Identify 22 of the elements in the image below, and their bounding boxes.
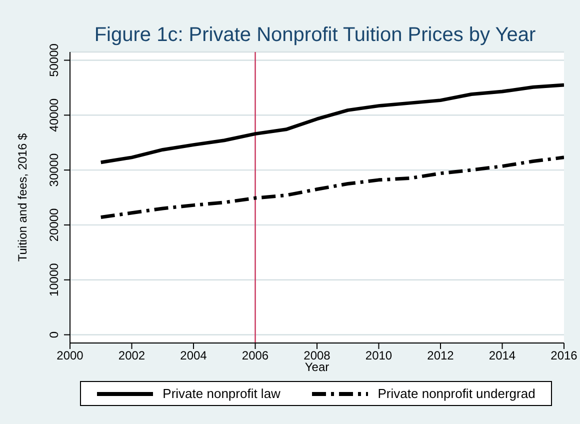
legend-label: Private nonprofit law (162, 386, 280, 401)
chart-title: Figure 1c: Private Nonprofit Tuition Prices by Year (94, 24, 536, 46)
x-tick-label: 2010 (365, 348, 392, 363)
line-series (99, 83, 564, 164)
x-tick-label: 2016 (550, 348, 578, 363)
y-tick-label: 20000 (47, 208, 61, 242)
x-tick-label: 2006 (242, 348, 269, 363)
y-tick-label: 50000 (47, 43, 61, 77)
x-tick-label: 2014 (488, 348, 516, 363)
y-tick-label: 10000 (47, 262, 61, 297)
y-tick-label: 40000 (47, 98, 61, 132)
x-tick-label: 2004 (180, 348, 208, 363)
legend-label: Private nonprofit undergrad (376, 386, 536, 401)
x-tick-label: 2008 (304, 348, 331, 363)
x-tick-label: 2002 (118, 348, 146, 363)
y-tick-label: 30000 (47, 153, 61, 187)
y-axis-title: Tuition and fees, 2016 $ (15, 133, 30, 262)
x-tick-label: 2012 (427, 348, 454, 363)
x-axis-title: Year (304, 360, 330, 374)
x-tick-label: 2000 (56, 348, 84, 363)
y-tick-label: 0 (47, 331, 61, 338)
line-series (99, 156, 564, 220)
